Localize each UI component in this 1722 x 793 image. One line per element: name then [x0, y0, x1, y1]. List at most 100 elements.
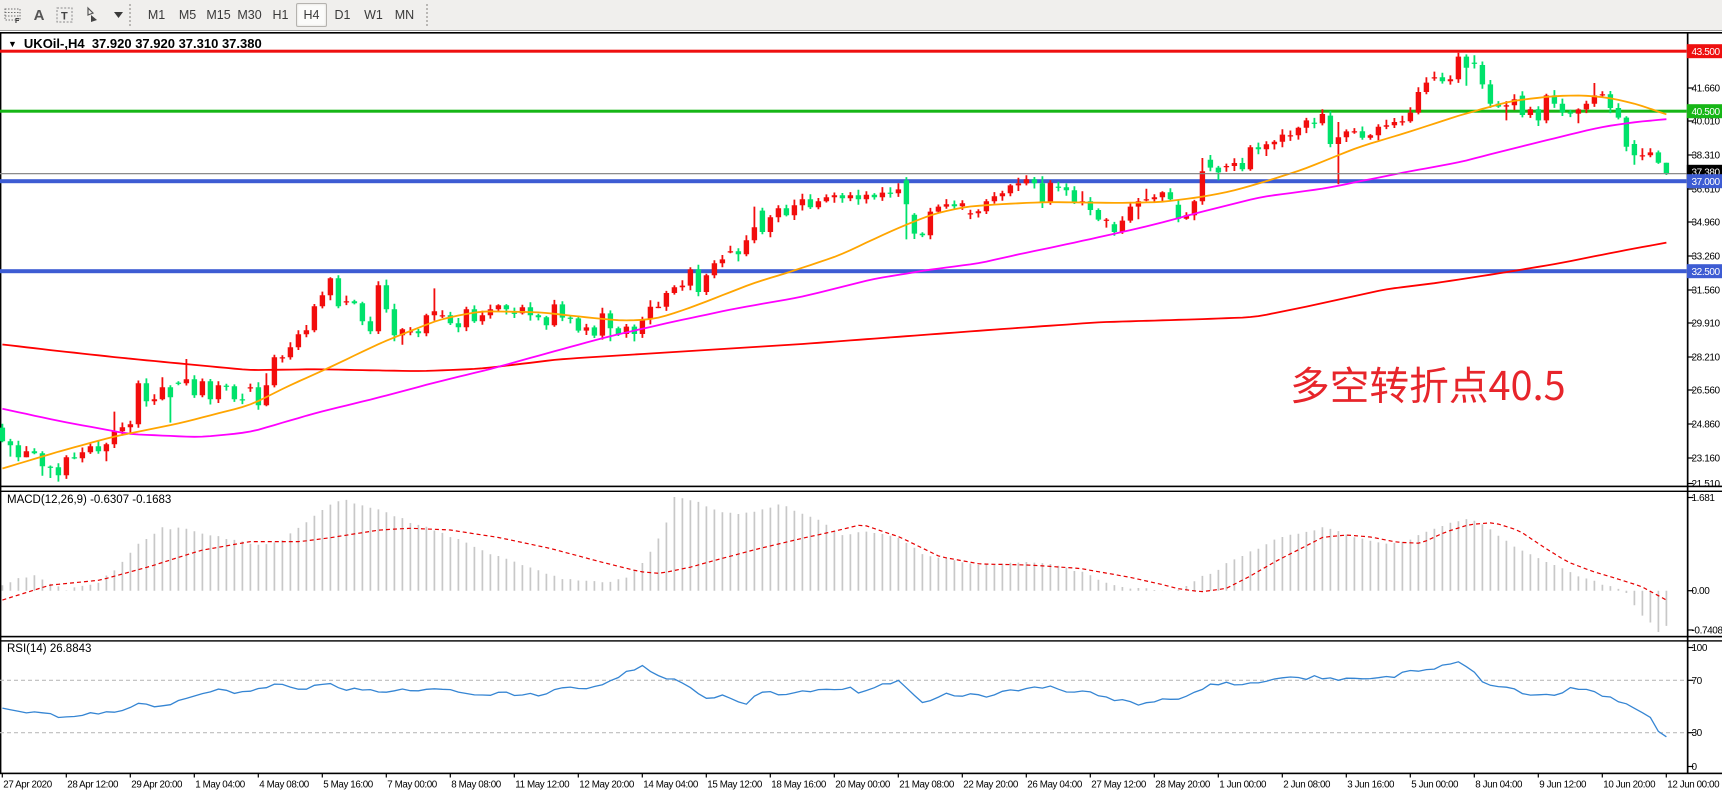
timeframe-button-m1[interactable]: M1: [147, 8, 166, 22]
annotation-glyph-group: [1292, 366, 1564, 404]
axis-label: 8 May 08:00: [451, 780, 501, 791]
axis-label: 37.000: [1692, 177, 1721, 188]
price-axis[interactable]: 43.36041.66040.01038.31036.61034.96033.2…: [1686, 44, 1722, 490]
macd-histogram: [1, 497, 1668, 632]
moving-averages: [2, 94, 1667, 470]
rsi-axis-tick: [1688, 765, 1694, 768]
fib-letter: F: [15, 18, 20, 24]
price-axis-tick: [1688, 289, 1694, 291]
panel-borders: [0, 32, 1722, 775]
price-axis-tick: [1688, 154, 1694, 156]
axis-label: 12 Jun 00:00: [1667, 780, 1720, 791]
level-line-43.5[interactable]: [0, 49, 1687, 53]
time-axis-tick: [321, 773, 323, 778]
timeframe-button-m15[interactable]: M15: [206, 8, 231, 22]
axis-label: 29 Apr 20:00: [131, 780, 183, 791]
timeframe-button-d1[interactable]: D1: [334, 8, 351, 22]
axis-label: 41.660: [1692, 84, 1721, 95]
axis-label: 27 May 12:00: [1091, 780, 1147, 791]
time-axis-tick: [257, 773, 259, 778]
axis-label: 14 May 04:00: [643, 780, 699, 791]
time-axis-tick: [1665, 773, 1667, 778]
time-axis-tick: [1089, 773, 1091, 778]
macd-axis-tick: [1688, 496, 1694, 499]
level-line-40.5[interactable]: [0, 109, 1687, 113]
timeframe-button-h4[interactable]: H4: [296, 3, 327, 27]
axis-label: 40.010: [1692, 117, 1721, 128]
axis-label: 5 May 16:00: [323, 780, 373, 791]
price-axis-tick: [1688, 482, 1694, 485]
time-axis[interactable]: 27 Apr 2020 28 Apr 12:00 29 Apr 20:00 1 May…: [1, 773, 1721, 791]
axis-label: 1 Jun 00:00: [1219, 780, 1267, 791]
time-axis-tick: [1217, 773, 1219, 778]
rsi-panel: 100 70 30 0: [0, 643, 1708, 773]
timeframe-button-mn[interactable]: MN: [394, 8, 415, 22]
level-line-32.5[interactable]: [0, 269, 1687, 274]
price-annotation-text: [1292, 366, 1564, 404]
axis-label: 38.310: [1692, 151, 1721, 162]
axis-label: 1.681: [1692, 493, 1716, 504]
level-line-37[interactable]: [0, 179, 1687, 184]
axis-label: 18 May 16:00: [771, 780, 827, 791]
rsi-indicator-label: RSI(14) 26.8843: [7, 643, 92, 655]
panel-border: [0, 640, 1722, 642]
rsi-axis-tick: [1688, 646, 1694, 649]
toolbar: F A T M1 M5 M15 M30 H1 H4 D1 W1 MN: [0, 0, 1722, 31]
axis-label: 23.160: [1692, 454, 1721, 465]
timeframe-button-h1[interactable]: H1: [272, 8, 289, 22]
axis-label: 30: [1692, 728, 1703, 739]
time-axis-tick: [833, 773, 835, 778]
time-axis-tick: [897, 773, 899, 778]
annotation-glyph-空: [1332, 366, 1367, 402]
timeframe-button-m30[interactable]: M30: [237, 8, 262, 22]
axis-label: 32.500: [1692, 267, 1721, 278]
axis-label: 70: [1692, 676, 1703, 687]
time-axis-tick: [705, 773, 707, 778]
price-axis-tick: [1688, 356, 1694, 358]
ohlc-values: 37.920 37.920 37.310 37.380: [91, 36, 262, 51]
bid-price-line: [0, 173, 1687, 175]
time-axis-tick: [1153, 773, 1155, 778]
shapes-dropdown-caret-icon[interactable]: [111, 3, 125, 27]
price-badge-40.500: [1686, 104, 1722, 119]
axis-label: 0: [1692, 762, 1698, 773]
title-spacer: [85, 36, 92, 51]
fibonacci-tool-icon[interactable]: F: [1, 3, 25, 27]
price-axis-tick: [1688, 255, 1694, 257]
shapes-tool-icon[interactable]: [79, 3, 109, 27]
symbol-name: UKOil-,H4: [23, 36, 85, 51]
text-label-tool-icon[interactable]: A: [33, 6, 45, 24]
symbol-collapse-triangle-icon[interactable]: ▼: [8, 39, 17, 49]
price-axis-tick: [1688, 457, 1694, 459]
caret-down-shape: [113, 12, 123, 18]
price-badge-32.500: [1686, 264, 1722, 279]
text-box-letter: T: [61, 11, 68, 23]
axis-label: 34.960: [1692, 218, 1721, 229]
axis-label: -0.7408: [1692, 626, 1722, 637]
timeframe-button-m5[interactable]: M5: [178, 8, 197, 22]
price-axis-tick: [1688, 188, 1694, 190]
ma-mid-line: [2, 118, 1667, 438]
rsi-axis-tick: [1688, 732, 1694, 734]
rsi-line: [2, 661, 1667, 738]
axis-label: 7 May 00:00: [387, 780, 437, 791]
time-axis-tick: [1601, 773, 1603, 778]
time-axis-tick: [193, 773, 195, 778]
bull-candle-wicks: [25, 52, 1652, 479]
price-axis-tick: [1688, 221, 1694, 223]
time-axis-tick: [1537, 773, 1539, 778]
text-box-tool-icon[interactable]: T: [53, 3, 77, 27]
macd-axis-tick: [1688, 590, 1694, 592]
timeframe-button-w1[interactable]: W1: [364, 8, 383, 22]
time-axis-tick: [641, 773, 643, 778]
price-badge-37.000: [1686, 174, 1722, 189]
time-axis-tick: [1, 773, 3, 778]
axis-label: 31.560: [1692, 286, 1721, 297]
axis-label: 37.380: [1692, 168, 1721, 179]
time-axis-tick: [449, 773, 451, 778]
panel-border: [0, 635, 1722, 638]
bear-candle-wicks: [1, 54, 1668, 482]
annotation-glyph-4: [1489, 370, 1510, 400]
